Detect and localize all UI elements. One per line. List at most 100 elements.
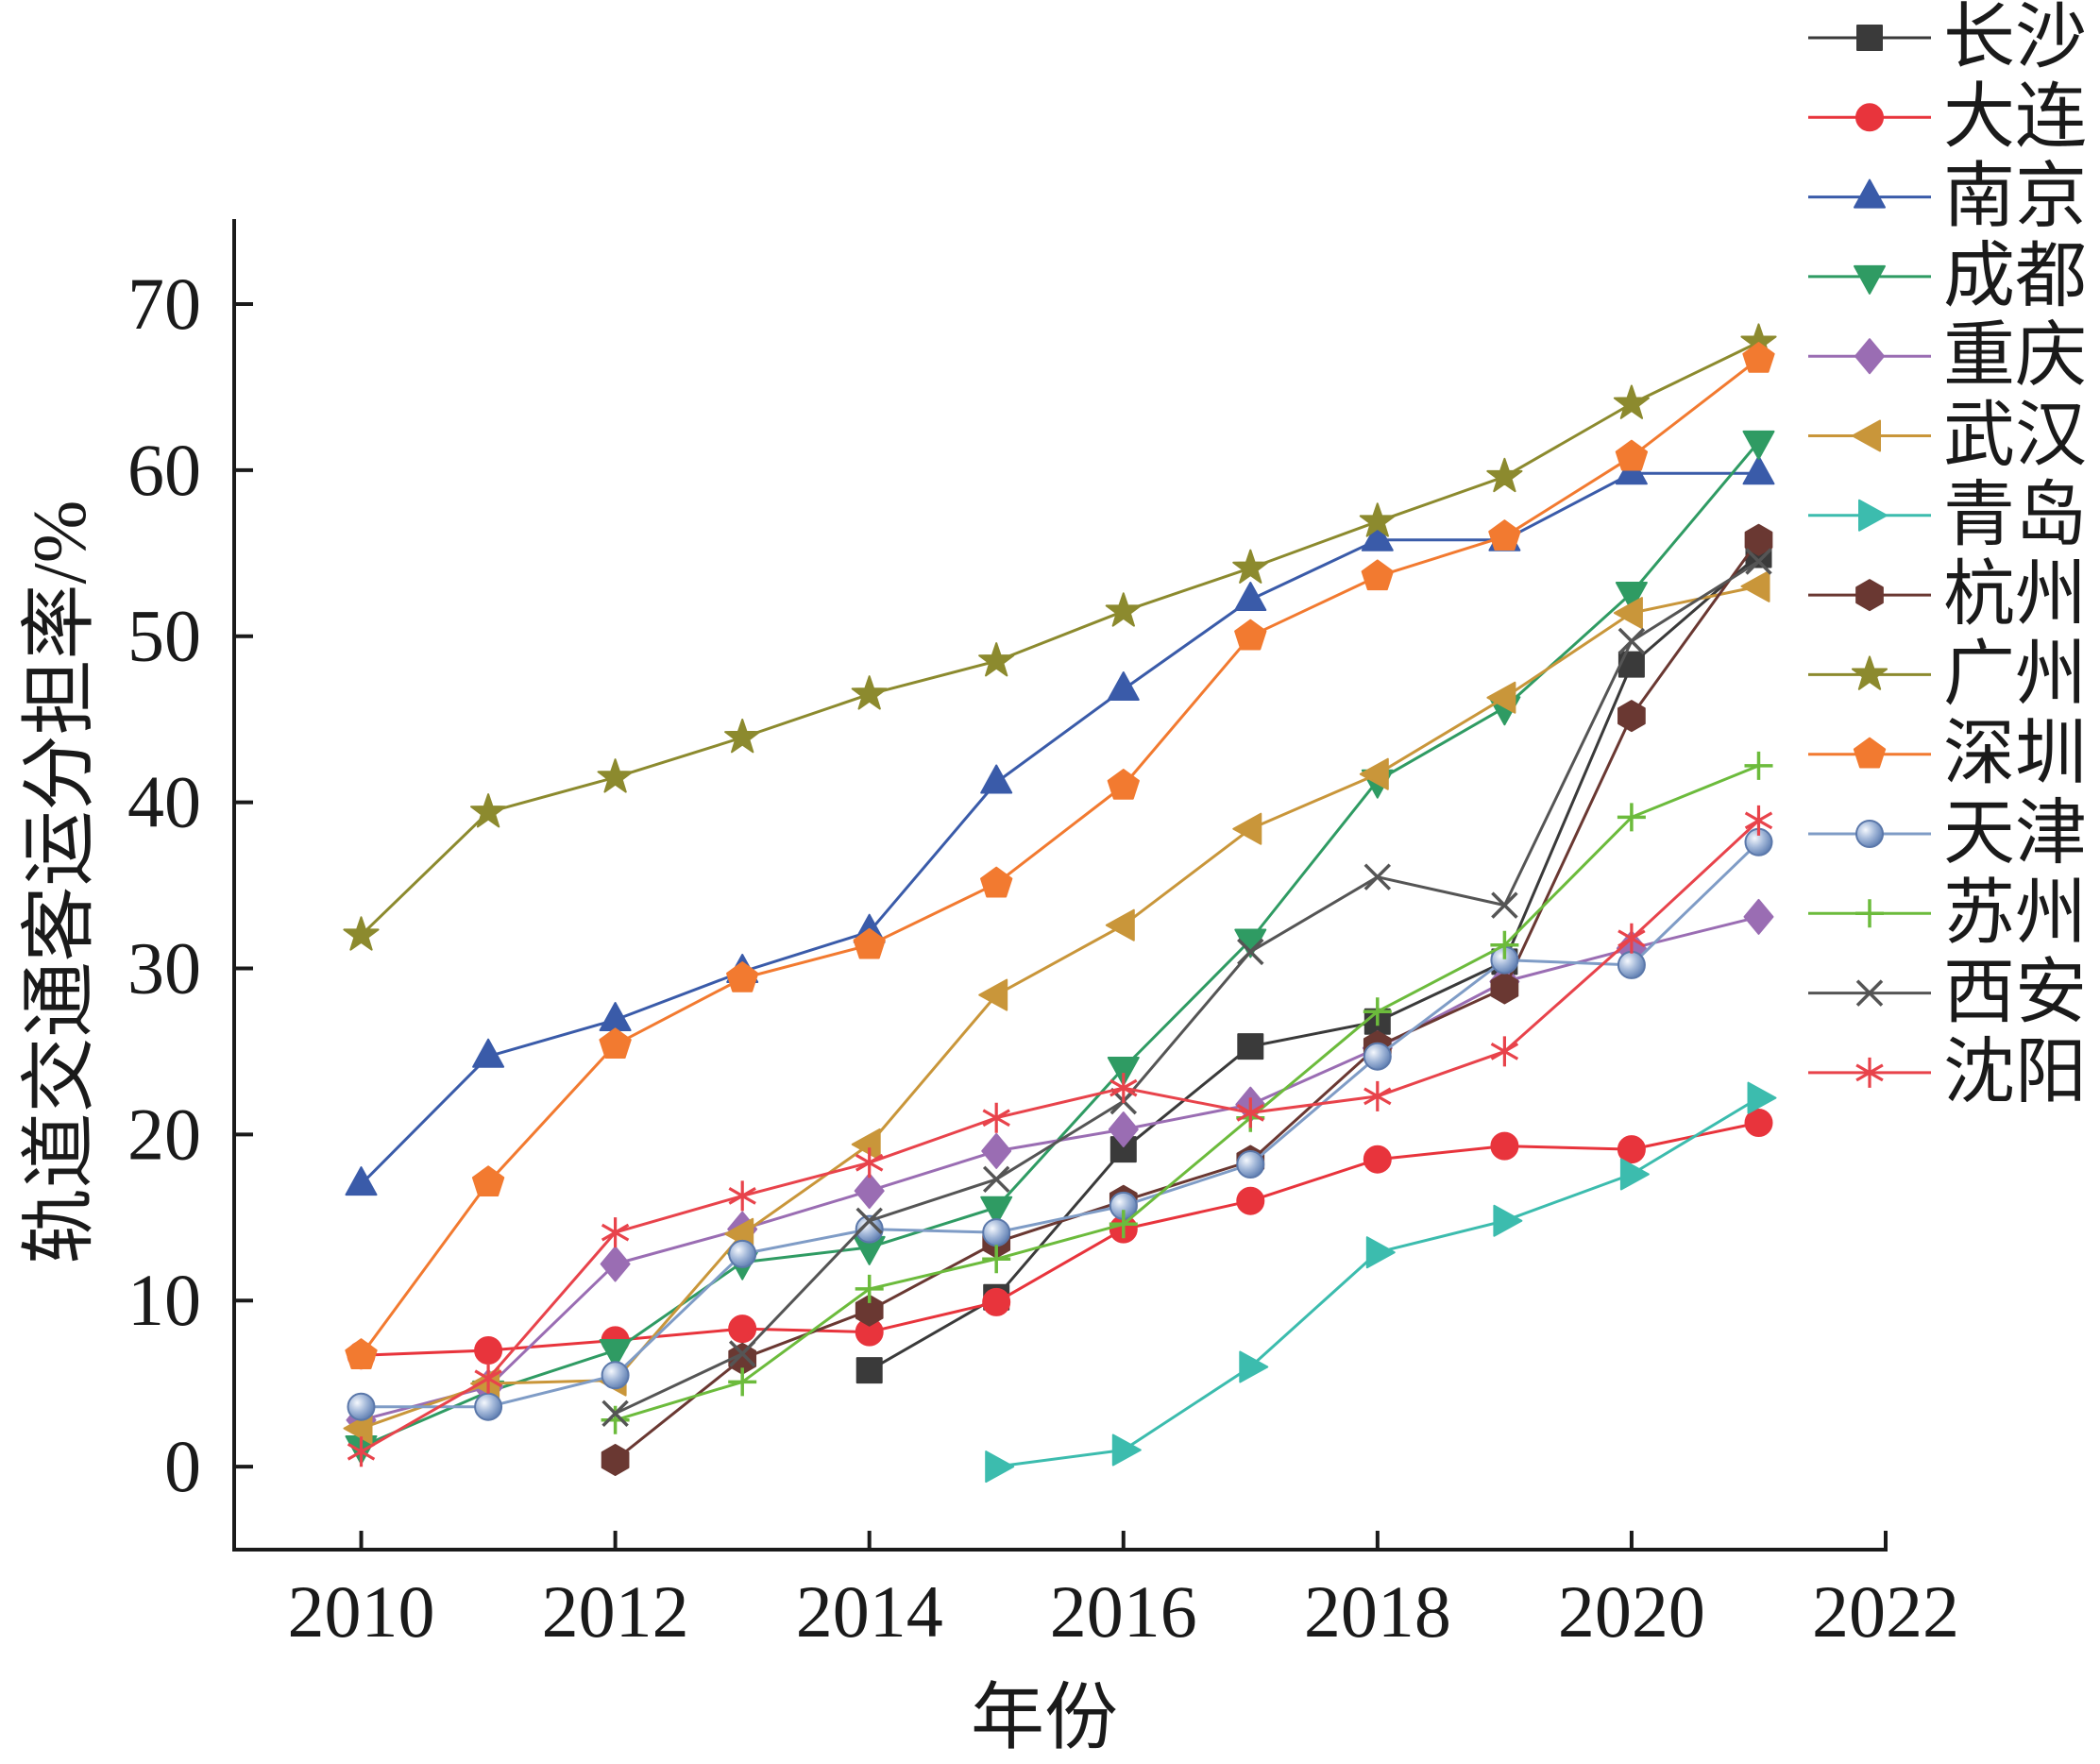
data-point-1-2011 — [474, 1336, 503, 1365]
data-point-6-2018 — [1365, 1236, 1396, 1269]
data-point-10-2010 — [347, 1392, 376, 1421]
data-point-7-2021 — [1744, 523, 1773, 556]
data-point-9-2013 — [726, 961, 759, 992]
data-point-11-2012 — [601, 1405, 630, 1434]
data-point-9-2018 — [1361, 559, 1394, 591]
legend-marker-icon — [1856, 25, 1883, 51]
data-point-13-2013 — [728, 1180, 756, 1212]
data-point-2-2010 — [345, 1166, 378, 1196]
legend-item-5: 武汉 — [1808, 397, 2087, 476]
data-point-0-2017 — [1237, 1033, 1264, 1060]
legend-label: 大连 — [1943, 77, 2087, 157]
x-tick-label: 2016 — [1050, 1570, 1197, 1653]
data-point-1-2017 — [1236, 1186, 1265, 1215]
data-point-10-2018 — [1363, 1042, 1392, 1071]
data-point-1-2013 — [728, 1315, 757, 1344]
x-axis-title: 年份 — [971, 1676, 1118, 1758]
data-point-11-2013 — [728, 1367, 757, 1397]
legend-item-9: 深圳 — [1808, 715, 2087, 794]
series-11 — [601, 751, 1773, 1434]
legend-item-12: 西安 — [1808, 954, 2087, 1033]
legend-label: 杭州 — [1943, 555, 2087, 635]
series-4 — [346, 898, 1774, 1438]
data-point-1-2015 — [982, 1287, 1011, 1316]
series-line-0 — [868, 553, 1760, 1372]
legend-marker-icon — [1855, 579, 1884, 612]
legend-marker-icon — [1855, 899, 1884, 928]
data-point-2-2017 — [1234, 582, 1267, 611]
legend-label: 重庆 — [1943, 316, 2087, 396]
legend-item-13: 沈阳 — [1808, 1033, 2087, 1112]
data-point-6-2021 — [1747, 1081, 1777, 1114]
series-8 — [343, 323, 1777, 951]
data-point-5-2017 — [1232, 812, 1262, 845]
x-tick-label: 2014 — [796, 1570, 943, 1653]
y-tick-label: 30 — [127, 926, 201, 1009]
data-point-5-2019 — [1486, 681, 1516, 714]
data-point-12-2014 — [855, 1207, 883, 1235]
data-point-5-2020 — [1613, 597, 1643, 630]
series-13 — [347, 805, 1773, 1467]
data-point-2-2015 — [980, 764, 1013, 794]
data-point-2-2011 — [472, 1038, 505, 1068]
data-point-1-2020 — [1617, 1135, 1646, 1164]
data-point-9-2015 — [980, 866, 1013, 898]
data-point-3-2015 — [980, 1196, 1013, 1226]
data-point-8-2016 — [1105, 592, 1142, 627]
y-tick-label: 50 — [127, 595, 201, 677]
data-point-0-2020 — [1617, 651, 1645, 678]
series-line-10 — [361, 840, 1760, 1409]
data-point-2-2016 — [1107, 671, 1140, 701]
data-point-10-2017 — [1236, 1150, 1265, 1179]
data-point-8-2013 — [724, 719, 761, 754]
data-point-9-2019 — [1488, 519, 1521, 551]
legend-label: 深圳 — [1943, 715, 2087, 794]
data-point-1-2021 — [1744, 1109, 1773, 1137]
axes — [232, 219, 1888, 1552]
series-line-9 — [360, 357, 1760, 1357]
legend-marker-icon — [1855, 979, 1884, 1007]
legend-item-11: 苏州 — [1808, 874, 2087, 953]
series-line-3 — [360, 440, 1760, 1449]
data-point-9-2014 — [853, 927, 886, 959]
data-point-5-2015 — [978, 978, 1008, 1011]
data-point-9-2012 — [599, 1027, 632, 1060]
legend-label: 苏州 — [1943, 874, 2087, 953]
data-point-0-2014 — [855, 1357, 883, 1384]
data-point-7-2019 — [1490, 972, 1519, 1005]
data-point-6-2015 — [985, 1450, 1015, 1484]
data-point-13-2020 — [1617, 923, 1646, 954]
y-tick-label: 70 — [127, 263, 201, 345]
data-point-7-2012 — [601, 1444, 630, 1476]
series-line-5 — [361, 585, 1759, 1431]
data-point-11-2021 — [1744, 751, 1773, 780]
data-point-13-2014 — [855, 1147, 884, 1179]
data-point-8-2010 — [343, 916, 380, 951]
data-point-13-2021 — [1744, 805, 1773, 836]
data-point-11-2015 — [982, 1245, 1011, 1274]
data-point-13-2018 — [1363, 1080, 1392, 1111]
data-point-13-2010 — [347, 1436, 376, 1467]
series-line-1 — [361, 1121, 1759, 1357]
series-line-11 — [615, 764, 1760, 1422]
data-point-10-2012 — [601, 1361, 630, 1390]
data-point-3-2012 — [599, 1339, 632, 1368]
x-tick-label: 2012 — [542, 1570, 689, 1653]
data-point-8-2019 — [1486, 457, 1523, 493]
data-point-8-2020 — [1613, 384, 1650, 419]
data-point-9-2010 — [345, 1338, 378, 1369]
data-point-12-2012 — [601, 1399, 629, 1428]
data-point-12-2015 — [982, 1165, 1010, 1194]
data-point-4-2012 — [600, 1246, 631, 1282]
y-tick-label: 20 — [127, 1093, 201, 1175]
series-9 — [345, 342, 1775, 1369]
data-point-6-2020 — [1619, 1158, 1650, 1191]
legend-label: 长沙 — [1943, 0, 2087, 77]
legend-marker-icon — [1855, 103, 1884, 132]
data-point-12-2020 — [1617, 627, 1646, 655]
legend-marker-icon — [1858, 499, 1888, 532]
data-point-13-2015 — [982, 1102, 1010, 1133]
legend-label: 广州 — [1943, 635, 2087, 714]
